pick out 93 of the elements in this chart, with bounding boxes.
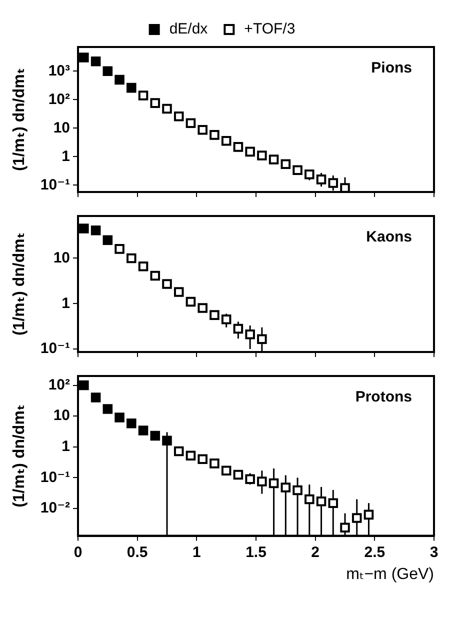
- x-tick-label: 2.5: [364, 544, 386, 561]
- point: [292, 485, 302, 496]
- y-tick-label: 10: [53, 407, 70, 424]
- point: [233, 470, 244, 480]
- point: [126, 82, 136, 93]
- y-tick-label: 1: [62, 438, 70, 456]
- point: [138, 426, 148, 436]
- point: [174, 111, 184, 122]
- y-tick-label: 10⁻¹: [40, 176, 70, 194]
- x-axis-title: mₜ−m (GeV): [346, 566, 434, 583]
- point: [198, 125, 208, 135]
- point: [150, 98, 160, 108]
- point: [245, 146, 255, 157]
- y-tick-label: 1: [62, 148, 70, 165]
- point: [79, 52, 89, 62]
- y-tick-label: 1: [62, 294, 70, 312]
- x-tick-label: 2: [311, 544, 320, 561]
- point: [210, 458, 220, 468]
- point: [268, 154, 279, 164]
- x-tick-label: 0: [74, 544, 82, 561]
- point: [114, 74, 124, 85]
- point: [174, 287, 184, 297]
- point: [102, 66, 113, 76]
- x-tick-label: 0.5: [126, 544, 148, 561]
- point: [210, 310, 220, 320]
- point: [257, 476, 267, 486]
- point: [304, 494, 314, 504]
- y-tick-label: 10⁻¹: [40, 340, 70, 358]
- point: [340, 522, 350, 532]
- point: [102, 404, 113, 414]
- point: [292, 165, 302, 175]
- point: [186, 296, 196, 307]
- y-tick-label: 10⁻¹: [40, 468, 70, 486]
- point: [198, 454, 208, 464]
- point: [316, 174, 326, 184]
- point: [138, 262, 148, 272]
- point: [162, 436, 172, 446]
- annotation: Pions: [371, 60, 412, 77]
- x-tick-label: 1.5: [246, 544, 266, 561]
- point: [210, 130, 220, 140]
- legend-label: dE/dx: [169, 20, 208, 38]
- annotation: Protons: [355, 388, 412, 406]
- point: [280, 482, 291, 492]
- point: [90, 56, 101, 66]
- y-axis-title: (1/mₜ) dn/dmₜ: [11, 404, 28, 508]
- point: [162, 279, 172, 289]
- y-axis-title: (1/mₜ) dn/dmₜ: [11, 68, 28, 172]
- point: [79, 380, 89, 390]
- point: [221, 466, 232, 476]
- point: [280, 159, 291, 170]
- point: [114, 412, 124, 422]
- y-tick-label: 10: [53, 119, 70, 136]
- y-axis-title: (1/mₜ) dn/dmₜ: [11, 232, 28, 336]
- point: [245, 330, 255, 340]
- point: [138, 90, 148, 100]
- point: [328, 498, 338, 508]
- point: [268, 478, 279, 488]
- y-tick-label: 10: [53, 249, 70, 266]
- point: [364, 510, 374, 520]
- point: [233, 324, 244, 334]
- point: [257, 150, 267, 160]
- point: [114, 244, 124, 254]
- point: [150, 430, 160, 441]
- legend-label: +TOF/3: [244, 20, 296, 38]
- x-tick-label: 3: [430, 544, 438, 561]
- point: [126, 253, 136, 264]
- x-tick-label: 1: [192, 544, 201, 561]
- point: [90, 392, 101, 402]
- point: [221, 136, 232, 146]
- point: [304, 170, 314, 180]
- y-tick-label: 10²: [48, 376, 70, 394]
- point: [316, 496, 326, 506]
- y-tick-label: 10³: [48, 62, 70, 80]
- point: [162, 104, 172, 114]
- point: [126, 418, 136, 428]
- point: [245, 474, 255, 484]
- point: [257, 334, 267, 344]
- point: [352, 513, 362, 523]
- y-tick-label: 10⁻²: [40, 500, 70, 517]
- annotation: Kaons: [366, 228, 412, 246]
- point: [150, 270, 160, 281]
- point: [340, 183, 350, 192]
- point: [79, 224, 89, 234]
- point: [328, 178, 338, 188]
- y-tick-label: 10²: [48, 90, 70, 108]
- point: [102, 235, 113, 246]
- point: [221, 314, 232, 324]
- point: [233, 142, 244, 152]
- point: [186, 450, 196, 461]
- point: [198, 303, 208, 313]
- point: [186, 118, 196, 128]
- point: [174, 446, 184, 456]
- point: [90, 225, 101, 236]
